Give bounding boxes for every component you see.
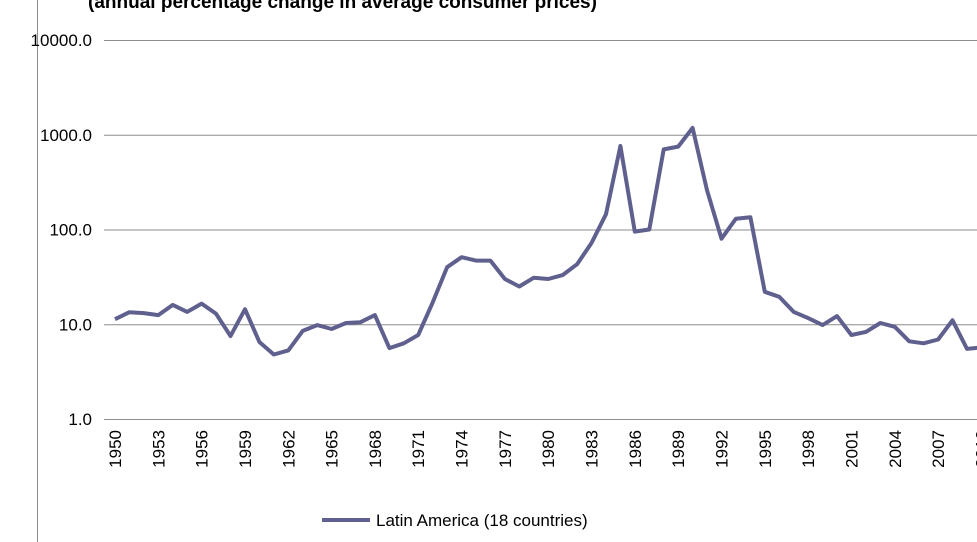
x-tick-label: 1998 xyxy=(799,430,818,468)
x-tick-label: 1986 xyxy=(626,430,645,468)
x-tick-label: 1980 xyxy=(539,430,558,468)
x-tick-label: 1950 xyxy=(106,430,125,468)
y-tick-label: 10.0 xyxy=(59,315,92,334)
x-tick-label: 1992 xyxy=(712,430,731,468)
y-tick-label: 1000.0 xyxy=(40,126,92,145)
x-tick-label: 2007 xyxy=(929,430,948,468)
x-tick-label: 1977 xyxy=(496,430,515,468)
y-tick-label: 10000.0 xyxy=(31,31,92,50)
x-tick-label: 1965 xyxy=(323,430,342,468)
y-tick-label: 100.0 xyxy=(49,221,92,240)
x-tick-label: 1971 xyxy=(409,430,428,468)
x-tick-label: 1989 xyxy=(669,430,688,468)
x-tick-label: 2004 xyxy=(886,430,905,468)
legend-label: Latin America (18 countries) xyxy=(376,511,588,530)
x-tick-label: 1968 xyxy=(366,430,385,468)
x-tick-label: 1959 xyxy=(236,430,255,468)
x-tick-label: 2010 xyxy=(972,430,977,468)
x-tick-label: 1956 xyxy=(193,430,212,468)
x-tick-label: 2001 xyxy=(842,430,861,468)
y-tick-label: 1.0 xyxy=(68,410,92,429)
x-tick-label: 1983 xyxy=(583,430,602,468)
data-line xyxy=(114,125,977,357)
x-tick-label: 1953 xyxy=(149,430,168,468)
chart-title: (annual percentage change in average con… xyxy=(88,0,597,13)
x-tick-label: 1995 xyxy=(756,430,775,468)
x-tick-label: 1974 xyxy=(453,430,472,468)
x-tick-label: 1962 xyxy=(279,430,298,468)
